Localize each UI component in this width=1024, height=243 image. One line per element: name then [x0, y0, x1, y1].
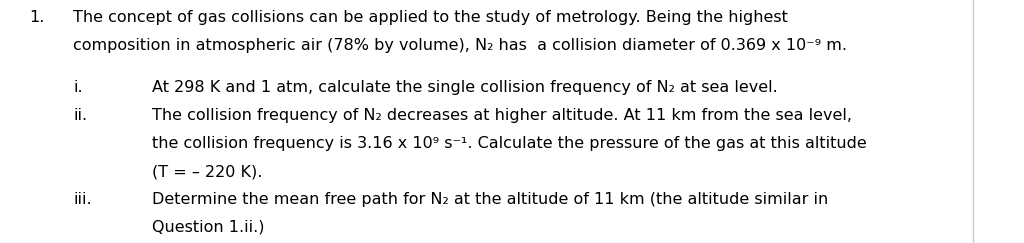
Text: 1.: 1. — [30, 10, 45, 25]
Text: ii.: ii. — [74, 108, 88, 123]
Text: At 298 K and 1 atm, calculate the single collision frequency of N₂ at sea level.: At 298 K and 1 atm, calculate the single… — [152, 80, 777, 95]
Text: The concept of gas collisions can be applied to the study of metrology. Being th: The concept of gas collisions can be app… — [74, 10, 788, 25]
Text: the collision frequency is 3.16 x 10⁹ s⁻¹. Calculate the pressure of the gas at : the collision frequency is 3.16 x 10⁹ s⁻… — [152, 136, 866, 151]
Text: The collision frequency of N₂ decreases at higher altitude. At 11 km from the se: The collision frequency of N₂ decreases … — [152, 108, 852, 123]
Text: Question 1.ii.): Question 1.ii.) — [152, 220, 264, 235]
Text: i.: i. — [74, 80, 83, 95]
Text: composition in atmospheric air (78% by volume), N₂ has  a collision diameter of : composition in atmospheric air (78% by v… — [74, 38, 848, 53]
Text: iii.: iii. — [74, 192, 92, 207]
Text: Determine the mean free path for N₂ at the altitude of 11 km (the altitude simil: Determine the mean free path for N₂ at t… — [152, 192, 828, 207]
Text: (T = – 220 K).: (T = – 220 K). — [152, 164, 262, 179]
